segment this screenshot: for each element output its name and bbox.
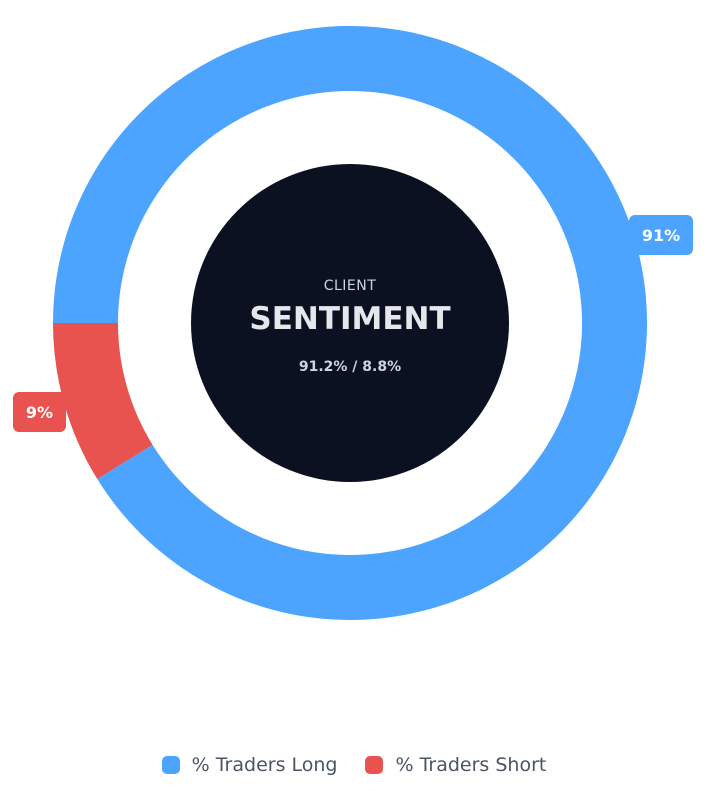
legend-swatch-short (365, 756, 384, 774)
center-disc (191, 164, 509, 482)
data-label-short: 9% (13, 392, 66, 432)
legend-label-short: % Traders Short (395, 754, 547, 776)
legend-item-long[interactable]: % Traders Long (161, 754, 338, 776)
legend-item-short[interactable]: % Traders Short (365, 754, 546, 776)
data-label-box (629, 215, 693, 255)
data-label-text: 9% (26, 403, 53, 422)
center-title-big: SENTIMENT (249, 301, 450, 337)
legend-swatch-long (161, 756, 180, 774)
legend-label-long: % Traders Long (191, 754, 338, 776)
data-label-box (13, 392, 66, 432)
slice-short[interactable] (53, 323, 153, 479)
center-ratio-text: 91.2% / 8.8% (299, 359, 401, 375)
donut-slices (53, 26, 647, 621)
legend: % Traders Long % Traders Short (0, 754, 708, 776)
center-title-small: CLIENT (324, 278, 377, 294)
data-label-text: 91% (642, 226, 680, 245)
data-labels: 91% 9% (13, 215, 693, 432)
data-label-long: 91% (629, 215, 693, 255)
